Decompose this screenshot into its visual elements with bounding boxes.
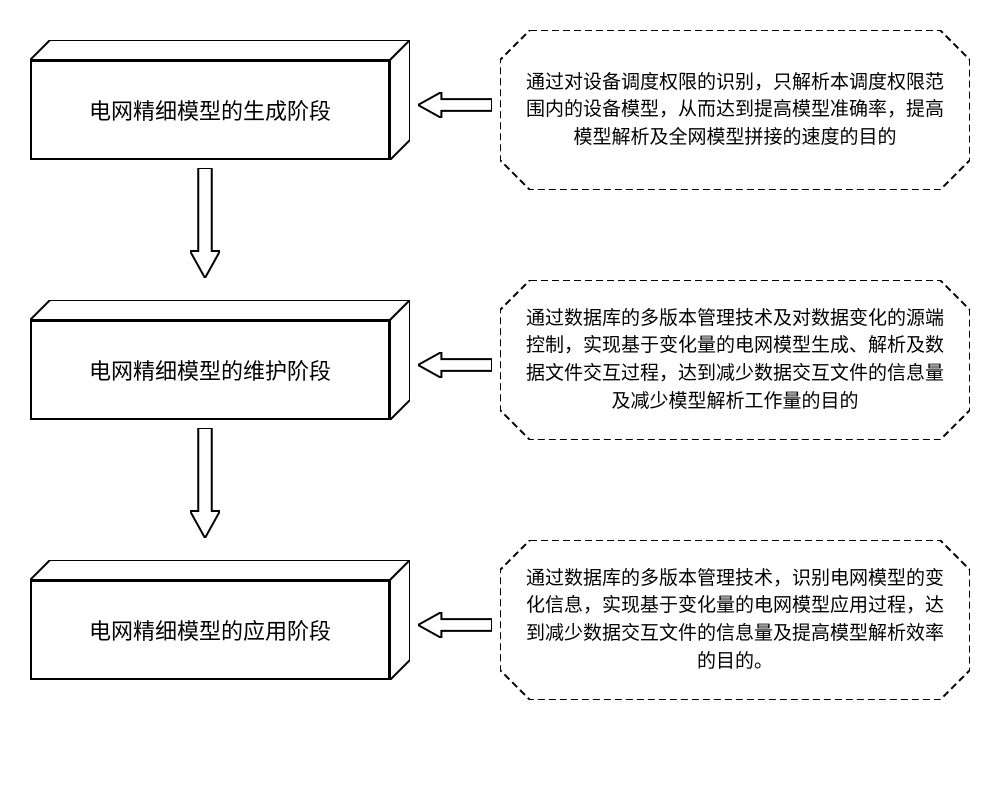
left-arrow-icon bbox=[418, 352, 492, 378]
stage-label-2: 电网精细模型的应用阶段 bbox=[89, 614, 331, 646]
stage-front-1: 电网精细模型的维护阶段 bbox=[30, 320, 390, 420]
down-arrow-icon bbox=[190, 428, 220, 538]
stage-front-2: 电网精细模型的应用阶段 bbox=[30, 580, 390, 680]
stage-label-0: 电网精细模型的生成阶段 bbox=[89, 94, 331, 126]
stage-box-0: 电网精细模型的生成阶段 bbox=[30, 40, 410, 160]
desc-box-0: 通过对设备调度权限的识别，只解析本调度权限范围内的设备模型，从而达到提高模型准确… bbox=[500, 30, 970, 190]
left-arrow-icon bbox=[418, 92, 492, 118]
desc-box-2: 通过数据库的多版本管理技术，识别电网模型的变化信息，实现基于变化量的电网模型应用… bbox=[500, 540, 970, 700]
stage-label-1: 电网精细模型的维护阶段 bbox=[89, 354, 331, 386]
stage-box-1: 电网精细模型的维护阶段 bbox=[30, 300, 410, 420]
desc-text-0: 通过对设备调度权限的识别，只解析本调度权限范围内的设备模型，从而达到提高模型准确… bbox=[518, 42, 952, 178]
stage-front-0: 电网精细模型的生成阶段 bbox=[30, 60, 390, 160]
stage-box-2: 电网精细模型的应用阶段 bbox=[30, 560, 410, 680]
left-arrow-icon bbox=[418, 612, 492, 638]
desc-text-1: 通过数据库的多版本管理技术及对数据变化的源端控制，实现基于变化量的电网模型生成、… bbox=[518, 292, 952, 428]
desc-box-1: 通过数据库的多版本管理技术及对数据变化的源端控制，实现基于变化量的电网模型生成、… bbox=[500, 280, 970, 440]
desc-text-2: 通过数据库的多版本管理技术，识别电网模型的变化信息，实现基于变化量的电网模型应用… bbox=[518, 552, 952, 688]
down-arrow-icon bbox=[190, 168, 220, 278]
